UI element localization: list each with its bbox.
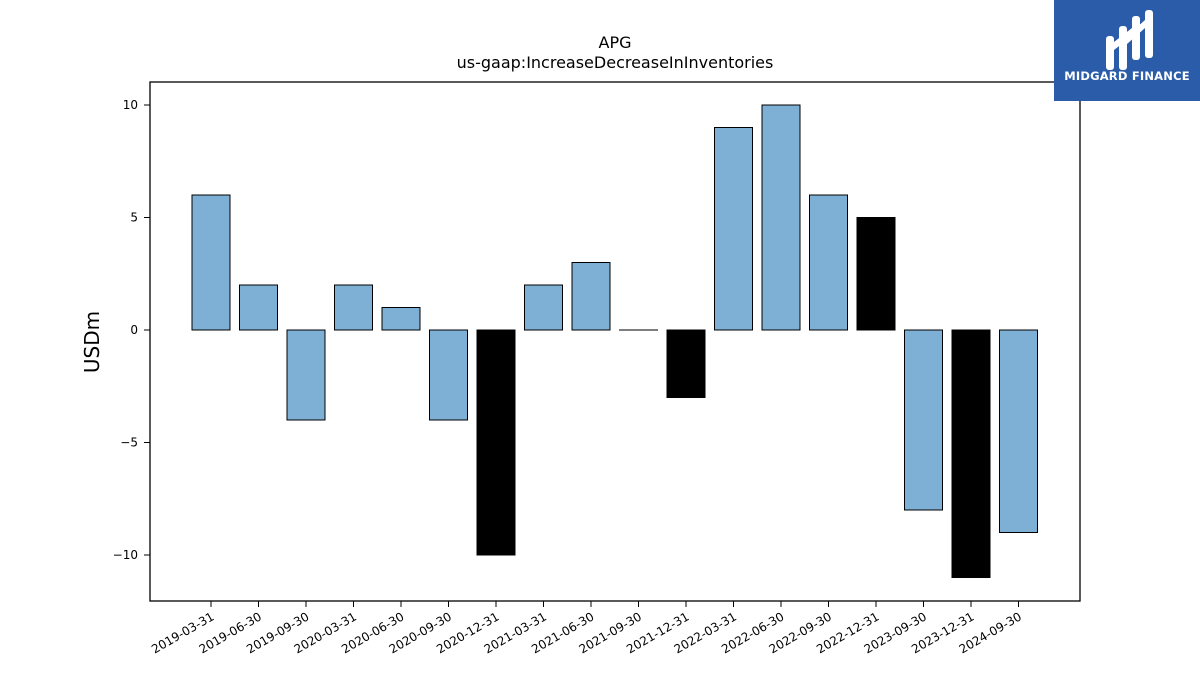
bar-2023-12-31	[951, 329, 991, 578]
y-tick-label: −10	[113, 548, 138, 562]
bar-2020-09-30	[429, 329, 468, 421]
y-ticks-group: 10 5 0 −5 −10	[113, 98, 150, 562]
midgard-finance-logo: MIDGARD FINANCE	[1054, 0, 1200, 101]
y-tick-label: 0	[130, 323, 138, 337]
bar-2023-09-30	[904, 329, 943, 511]
plot-frame	[149, 81, 1081, 602]
logo-text: MIDGARD FINANCE	[1064, 69, 1190, 83]
bar-2022-03-31	[714, 127, 753, 331]
y-axis-label: USDm	[80, 311, 104, 373]
chart-title: APG	[599, 33, 632, 52]
bar-2021-03-31	[524, 284, 563, 331]
bar-2024-09-30	[999, 329, 1038, 533]
bar-2021-06-30	[571, 262, 611, 331]
bar-2020-06-30	[381, 307, 421, 331]
bar-2019-03-31	[191, 194, 231, 331]
bar-2019-09-30	[286, 329, 326, 421]
bar-2021-12-31	[666, 329, 706, 398]
bar-2020-03-31	[334, 284, 373, 331]
bars-group	[191, 104, 1038, 578]
bar-2022-12-31	[856, 217, 896, 331]
y-tick-label: 10	[123, 98, 138, 112]
y-tick-label: −5	[120, 436, 138, 450]
x-ticks-group: 2019-03-312019-06-302019-09-302020-03-31…	[149, 601, 1024, 656]
y-tick-label: 5	[130, 211, 138, 225]
bar-2020-12-31	[476, 329, 516, 556]
chart-subtitle: us-gaap:IncreaseDecreaseInInventories	[457, 53, 774, 72]
bar-2022-06-30	[761, 104, 801, 331]
midgard-logo-icon	[1106, 10, 1153, 70]
bar-2019-06-30	[239, 284, 278, 331]
bar-2022-09-30	[809, 194, 848, 331]
